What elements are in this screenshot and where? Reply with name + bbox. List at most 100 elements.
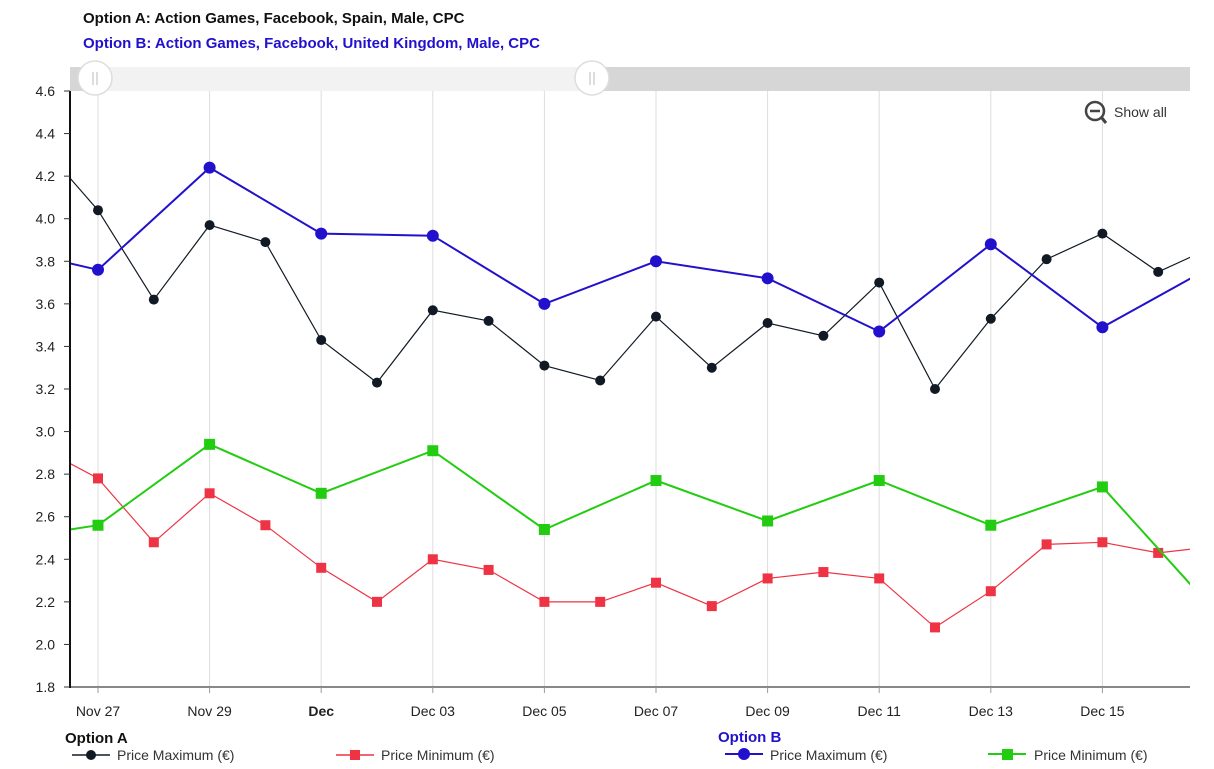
option-a-max-point [37,141,47,151]
option-a-max-point [148,294,159,305]
option-b-max-point [203,161,216,174]
option-a-min-point [260,520,271,531]
y-tick-label: 3.4 [36,338,56,354]
option-b-min-point [985,519,997,531]
option-a-max-point [706,362,717,373]
option-b-min-point [650,475,662,487]
option-a-min-point [483,564,494,575]
option-b-max-point [1096,321,1109,334]
show-all-button[interactable]: Show all [1084,100,1167,124]
legend-b-max-label: Price Maximum (€) [770,747,887,763]
option-b-max-point [873,325,886,338]
x-tick-label: Dec 09 [745,703,790,719]
y-tick-label: 3.0 [36,424,56,440]
legend-a-min-label: Price Minimum (€) [381,747,495,763]
square-marker-icon [350,750,360,760]
legend-item-b-min[interactable]: Price Minimum (€) [988,747,1148,763]
x-tick-label: Dec 13 [969,703,1014,719]
option-a-max-point [930,384,940,394]
show-all-label: Show all [1114,104,1167,120]
range-navigator[interactable] [70,60,1190,96]
option-a-max-point [1041,254,1052,265]
option-a-min-line [70,462,1190,629]
y-tick-label: 2.4 [36,551,56,567]
y-axis: 1.8 2.0 2.2 2.4 2.6 2.8 3.0 3.2 3.4 3.6 3.8 4.0 4.2 4… [36,83,70,695]
option-a-min-point [1097,537,1108,548]
option-b-min-point [762,515,774,527]
legend-a-max-label: Price Maximum (€) [117,747,234,763]
legend-b-min-label: Price Minimum (€) [1034,747,1148,763]
navigator-left-handle[interactable] [77,60,113,96]
option-a-min-point [1209,542,1214,552]
option-a-min-point [372,596,382,607]
option-a-title: Option A: Action Games, Facebook, Spain,… [83,10,465,27]
option-a-max-point [372,377,382,388]
option-a-min-point [762,573,773,584]
option-a-min-point [37,444,47,454]
x-tick-label: Dec 05 [522,703,567,719]
circle-marker-icon [738,748,750,760]
option-a-min-point [874,573,885,584]
option-b-min-point [1096,481,1108,493]
option-b-max-point [1208,260,1214,272]
y-tick-label: 3.8 [36,253,56,269]
x-axis: Nov 27 Nov 29 Dec Dec 03 Dec 05 Dec 07 Dec 09 D… [76,687,1125,719]
option-b-max-point [984,238,997,251]
x-tick-label: Nov 29 [187,703,232,719]
navigator-right-handle[interactable] [574,60,610,96]
option-a-max-point [483,315,494,326]
option-a-max-point [985,313,996,324]
option-a-min-point [985,586,996,597]
option-a-min-point [651,577,661,588]
option-b-min-point [92,519,104,531]
y-tick-label: 4.0 [36,211,56,227]
x-tick-label: Dec 15 [1080,703,1125,719]
option-a-max-point [1097,228,1108,239]
legend: Option A Price Maximum (€) Price Minimum… [65,729,1148,763]
zoom-out-icon [1084,100,1108,124]
legend-item-a-max[interactable]: Price Maximum (€) [72,747,234,763]
option-a-max-point [204,220,215,231]
option-b-max-point [92,263,104,276]
legend-item-a-min[interactable]: Price Minimum (€) [336,747,495,763]
option-a-min-point [706,601,717,612]
option-b-min-point [204,438,216,450]
x-tick-label: Dec 11 [858,703,902,719]
option-a-min-point [818,567,829,578]
option-a-min-point [539,596,550,607]
y-tick-label: 4.4 [36,126,56,142]
navigator-selection[interactable] [95,67,592,91]
legend-item-b-max[interactable]: Price Maximum (€) [725,747,887,763]
option-b-max-point [315,227,328,240]
y-tick-label: 4.2 [36,168,56,184]
option-a-max-point [595,375,606,386]
option-b-max-line [70,166,1190,333]
option-a-max-point [260,237,271,248]
option-a-max-point [316,335,327,346]
y-tick-label: 2.0 [36,636,56,652]
option-a-max-point [427,305,438,316]
y-tick-label: 2.6 [36,509,56,525]
x-tick-label: Dec 07 [634,703,679,719]
option-a-min-point [595,596,606,607]
option-b-max-point [538,297,551,310]
legend-option-b-heading: Option B [718,729,781,746]
x-tick-label: Nov 27 [76,703,121,719]
option-b-min-point [315,487,327,499]
option-a-max-point [651,311,661,322]
option-b-min-point [538,523,550,535]
y-tick-label: 4.6 [36,83,56,99]
y-tick-label: 1.8 [36,679,56,695]
option-a-min-point [1153,547,1164,558]
option-b-min-point [873,475,885,487]
y-tick-label: 3.2 [36,381,56,397]
option-a-max-point [93,205,103,216]
series-group [37,141,1214,633]
option-a-min-point [930,622,940,633]
square-marker-icon [1002,749,1013,760]
option-a-min-point [427,554,438,565]
option-a-max-point [1209,241,1214,251]
option-b-max-point [761,272,774,285]
option-a-min-point [1041,539,1052,550]
option-a-min-point [93,473,103,484]
